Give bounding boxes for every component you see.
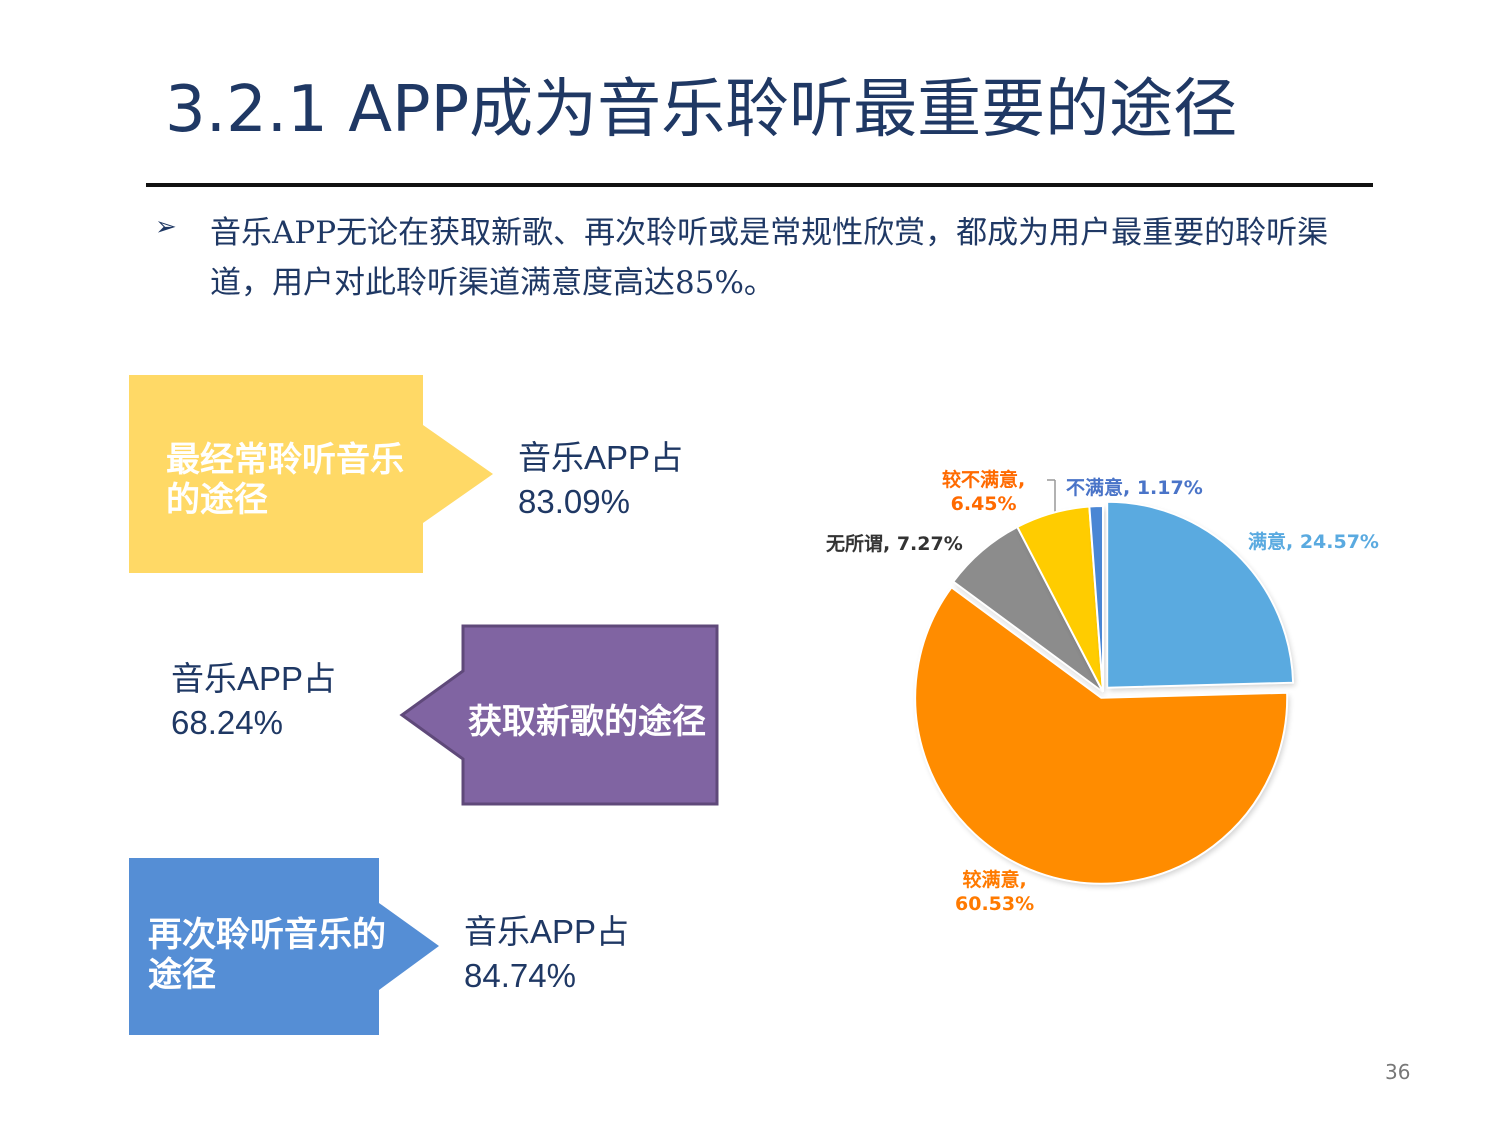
stat-line: 音乐APP占 <box>464 913 630 950</box>
pie-label-name: 较不满意, <box>942 469 1026 491</box>
pie-label-manyi: 满意, 24.57% <box>1248 531 1379 553</box>
pie-label-name: 较满意, <box>962 869 1027 891</box>
pie-label-value: 60.53% <box>955 893 1035 915</box>
arrowhead-bullet-icon: ➢ <box>155 212 177 242</box>
callout-label-3: 再次聆听音乐的途径 <box>148 915 386 995</box>
callout-stat-3: 音乐APP占 84.74% <box>464 910 629 998</box>
stat-line: 音乐APP占 <box>518 439 684 476</box>
callout-stat-1: 音乐APP占 83.09% <box>518 436 683 524</box>
stat-line: 音乐APP占 <box>171 660 337 697</box>
callout-shape-2 <box>399 624 719 806</box>
callout-label-1: 最经常聆听音乐的途径 <box>166 440 404 520</box>
pie-slice-1 <box>1106 500 1295 689</box>
stat-value: 84.74% <box>464 957 576 994</box>
pie-label-jiaomanyi: 较满意, 60.53% <box>955 868 1034 916</box>
stat-value: 68.24% <box>171 704 283 741</box>
callout-shape-3 <box>129 858 439 1035</box>
page-title: 3.2.1 APP成为音乐聆听最重要的途径 <box>165 73 1238 147</box>
pie-slice-2 <box>914 585 1289 885</box>
pie-label-value: 6.45% <box>950 493 1017 515</box>
page-number: 36 <box>1385 1060 1411 1084</box>
stat-value: 83.09% <box>518 483 630 520</box>
pie-label-wusuowei: 无所谓, 7.27% <box>826 533 963 555</box>
title-divider <box>146 183 1373 187</box>
callout-shape-1 <box>129 375 493 573</box>
pie-slice-5 <box>1088 504 1104 693</box>
pie-label-jiaobumanyi: 较不满意, 6.45% <box>942 468 1025 516</box>
pie-label-bumanyi: 不满意, 1.17% <box>1066 477 1203 499</box>
callout-label-2: 获取新歌的途径 <box>468 702 706 742</box>
bullet-text: 音乐APP无论在获取新歌、再次聆听或是常规性欣赏，都成为用户最重要的聆听渠道，用… <box>210 215 1329 301</box>
callout-stat-2: 音乐APP占 68.24% <box>171 657 336 745</box>
